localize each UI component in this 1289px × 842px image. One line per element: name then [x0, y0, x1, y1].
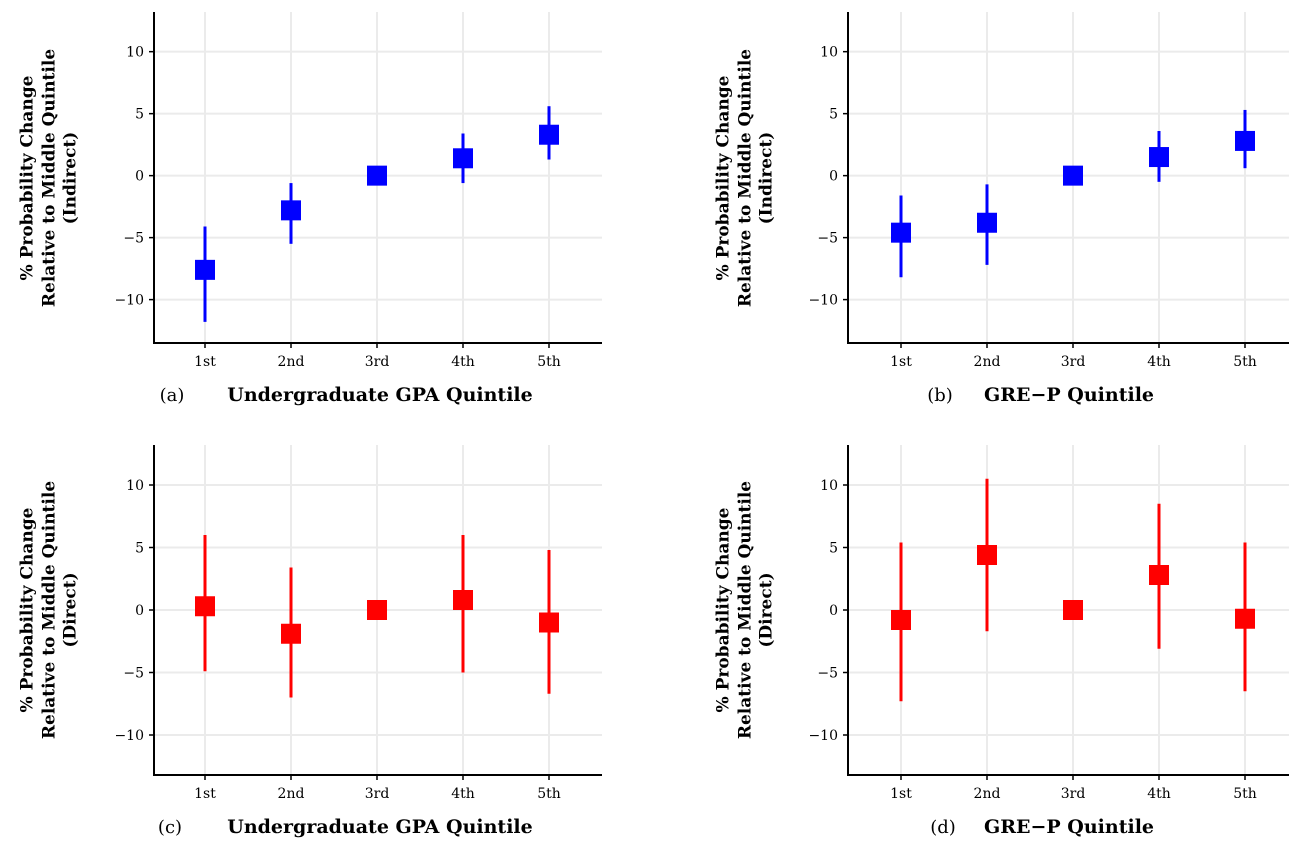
x-tick-label: 1st — [890, 786, 912, 802]
point-marker — [195, 259, 215, 280]
point-marker — [1149, 565, 1169, 585]
y-tick-label: 5 — [829, 541, 838, 557]
point-marker — [891, 610, 911, 630]
y-tick-label: −5 — [123, 231, 144, 247]
x-tick-label: 5th — [1233, 786, 1257, 802]
x-axis-label: GRE−P Quintile — [984, 816, 1154, 838]
y-tick-label: −10 — [114, 293, 144, 309]
point-marker — [453, 148, 473, 169]
x-tick-label: 4th — [451, 786, 475, 802]
x-tick-label: 3rd — [1061, 354, 1086, 370]
panel-d: −10 −5 0 5 10 1st 2nd 3rd 4th 5th % Probability Ch… — [714, 445, 1289, 838]
point-marker — [1235, 130, 1255, 151]
point-marker — [1063, 165, 1083, 186]
point-marker — [195, 596, 215, 617]
y-tick-label: 10 — [820, 478, 838, 494]
x-tick-label: 3rd — [365, 786, 390, 802]
x-tick-label: 2nd — [278, 786, 305, 802]
point-marker — [281, 623, 301, 644]
point-marker — [977, 212, 997, 233]
y-axis-label: % Probability Change — [18, 507, 38, 712]
panel-letter: (b) — [927, 385, 953, 406]
y-axis-label: (Direct) — [61, 572, 81, 647]
x-tick-label: 2nd — [974, 786, 1001, 802]
y-tick-label: 0 — [135, 169, 144, 185]
x-tick-label: 5th — [537, 354, 561, 370]
y-tick-label: 0 — [829, 169, 838, 185]
x-tick-label: 1st — [194, 354, 216, 370]
y-tick-label: 10 — [820, 45, 838, 61]
y-tick-label: −10 — [114, 728, 144, 744]
point-marker — [539, 612, 559, 633]
y-tick-label: 10 — [126, 478, 144, 494]
point-marker — [977, 545, 997, 565]
x-tick-label: 4th — [451, 354, 475, 370]
y-tick-label: −5 — [817, 666, 838, 682]
point-marker — [453, 590, 473, 610]
x-axis-label: GRE−P Quintile — [984, 384, 1154, 406]
x-tick-label: 3rd — [365, 354, 390, 370]
point-marker — [1235, 608, 1255, 629]
y-axis-label: Relative to Middle Quintile — [736, 481, 756, 739]
y-tick-label: −5 — [123, 666, 144, 682]
y-axis-label: (Indirect) — [61, 132, 81, 225]
y-tick-label: −10 — [808, 293, 838, 309]
x-tick-label: 2nd — [974, 354, 1001, 370]
panel-letter: (d) — [930, 817, 956, 838]
y-axis-label: Relative to Middle Quintile — [40, 481, 60, 739]
point-marker — [1063, 600, 1083, 620]
x-axis-label: Undergraduate GPA Quintile — [227, 816, 532, 838]
panel-c: −10 −5 0 5 10 1st 2nd 3rd 4th 5th % Probability Ch… — [18, 445, 602, 838]
point-marker — [367, 600, 387, 620]
y-tick-label: −5 — [817, 231, 838, 247]
point-marker — [367, 165, 387, 186]
y-axis-label: Relative to Middle Quintile — [40, 49, 60, 307]
x-tick-label: 3rd — [1061, 786, 1086, 802]
point-marker — [1149, 147, 1169, 168]
y-axis-label: % Probability Change — [714, 507, 734, 712]
y-tick-label: −10 — [808, 728, 838, 744]
y-tick-label: 5 — [829, 107, 838, 123]
y-tick-label: 5 — [135, 541, 144, 557]
x-tick-label: 2nd — [278, 354, 305, 370]
panel-letter: (a) — [160, 385, 185, 406]
y-axis-label: (Direct) — [757, 572, 777, 647]
panel-letter: (c) — [158, 817, 182, 838]
point-marker — [891, 222, 911, 243]
panel-a: −10 −5 0 5 10 1st 2nd 3rd 4th 5th % Probability Ch… — [18, 12, 602, 406]
y-axis-label: Relative to Middle Quintile — [736, 49, 756, 307]
x-tick-label: 4th — [1147, 786, 1171, 802]
x-tick-label: 5th — [1233, 354, 1257, 370]
x-tick-label: 1st — [890, 354, 912, 370]
y-axis-label: (Indirect) — [757, 132, 777, 225]
y-tick-label: 5 — [135, 107, 144, 123]
y-tick-label: 10 — [126, 45, 144, 61]
y-axis-label: % Probability Change — [18, 75, 38, 280]
point-marker — [281, 200, 301, 221]
x-tick-label: 5th — [537, 786, 561, 802]
y-axis-label: % Probability Change — [714, 75, 734, 280]
y-tick-label: 0 — [829, 603, 838, 619]
x-tick-label: 1st — [194, 786, 216, 802]
panel-b: −10 −5 0 5 10 1st 2nd 3rd 4th 5th % Probability Ch… — [714, 12, 1289, 406]
y-tick-label: 0 — [135, 603, 144, 619]
x-tick-label: 4th — [1147, 354, 1171, 370]
point-marker — [539, 124, 559, 145]
x-axis-label: Undergraduate GPA Quintile — [227, 384, 532, 406]
